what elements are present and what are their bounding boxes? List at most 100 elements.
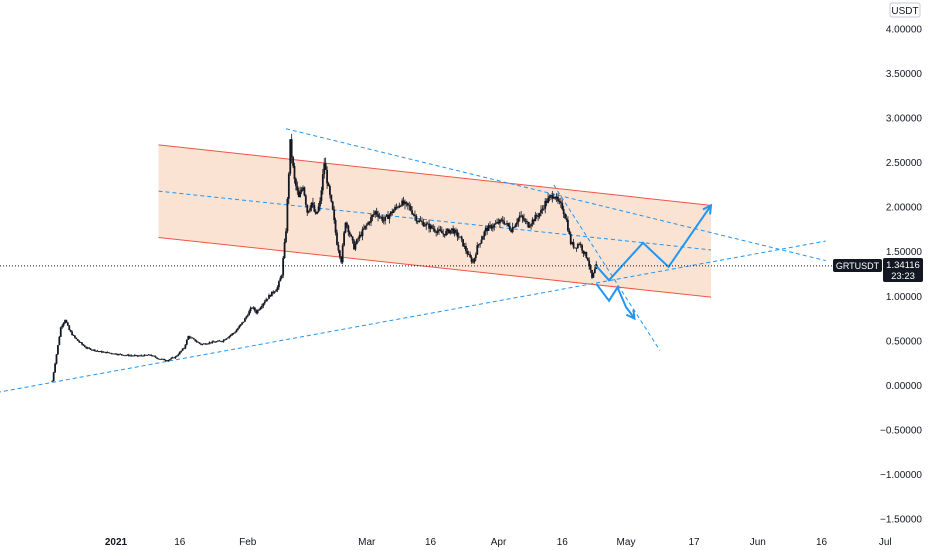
y-tick-label: 2.50000 bbox=[886, 158, 923, 169]
candle-body bbox=[399, 205, 402, 207]
y-axis: 4.00000 3.50000 3.00000 2.50000 2.00000 1.500… bbox=[880, 25, 922, 526]
candle-body bbox=[436, 231, 439, 233]
candle-body bbox=[133, 355, 136, 357]
candle-body bbox=[235, 330, 238, 333]
candle-body bbox=[65, 320, 68, 323]
candle-body bbox=[398, 205, 401, 208]
candle-body bbox=[69, 330, 72, 332]
candle-body bbox=[244, 318, 246, 322]
candle-body bbox=[558, 201, 561, 202]
candle-body bbox=[455, 229, 457, 232]
x-tick-label: 17 bbox=[688, 537, 700, 548]
candle-body bbox=[382, 220, 385, 222]
candle-body bbox=[415, 216, 418, 222]
candle-body bbox=[282, 258, 285, 276]
currency-badge: USDT bbox=[889, 2, 921, 18]
candle-body bbox=[225, 338, 228, 340]
candle-body bbox=[576, 244, 579, 249]
candle-body bbox=[119, 353, 122, 355]
x-tick-label: Jun bbox=[750, 537, 766, 548]
candle-body bbox=[578, 244, 581, 245]
candle-body bbox=[137, 355, 140, 357]
candle-body bbox=[463, 245, 466, 247]
candle-body bbox=[433, 229, 436, 232]
candle-body bbox=[557, 196, 559, 202]
candle-body bbox=[293, 166, 296, 179]
candle-body bbox=[552, 196, 555, 199]
candle-body bbox=[483, 231, 486, 237]
candle-body bbox=[272, 291, 275, 293]
candle-body bbox=[276, 287, 279, 291]
candle-body bbox=[190, 337, 192, 339]
candle-body bbox=[205, 343, 208, 345]
symbol-label: GRTUSDT bbox=[836, 261, 880, 271]
candle-body bbox=[486, 227, 489, 231]
candle-body bbox=[229, 334, 232, 337]
candle-body bbox=[214, 341, 217, 343]
projection-bearish-path-arrowhead bbox=[625, 309, 636, 321]
x-tick-label: 16 bbox=[174, 537, 186, 548]
candle-body bbox=[217, 340, 219, 342]
symbol-badge[interactable]: GRTUSDT bbox=[833, 259, 882, 272]
candle-body bbox=[262, 303, 265, 306]
candle-body bbox=[295, 178, 297, 186]
candle-body bbox=[480, 239, 483, 244]
candle-body bbox=[419, 220, 422, 222]
candle-body bbox=[439, 229, 442, 231]
candle-body bbox=[166, 360, 168, 362]
candle-body bbox=[380, 216, 382, 218]
candle-body bbox=[238, 325, 241, 329]
candle-body bbox=[185, 339, 188, 345]
candle-body bbox=[360, 234, 362, 237]
candle-body bbox=[259, 307, 262, 310]
candle-body bbox=[460, 236, 463, 240]
candle-body bbox=[228, 336, 231, 338]
candle-body bbox=[283, 241, 286, 259]
candle-body bbox=[518, 215, 521, 219]
candle-body bbox=[142, 355, 144, 357]
candle-body bbox=[326, 170, 328, 184]
last-price-badge[interactable]: 1.34116 23:23 bbox=[883, 258, 923, 282]
candle-body bbox=[571, 242, 574, 245]
candle-body bbox=[219, 340, 222, 342]
candle-body bbox=[252, 307, 255, 309]
channel-fill bbox=[158, 144, 711, 298]
candle-body bbox=[524, 220, 527, 222]
candle-body bbox=[112, 353, 115, 355]
candle-body bbox=[105, 351, 107, 354]
candle-body bbox=[176, 355, 178, 357]
candle-body bbox=[81, 342, 83, 345]
candle-body bbox=[168, 359, 171, 361]
candle-body bbox=[331, 201, 334, 210]
candle-body bbox=[143, 354, 146, 357]
candle-body bbox=[255, 310, 258, 314]
y-tick-label: −1.00000 bbox=[880, 470, 922, 481]
candle-body bbox=[482, 236, 484, 240]
candle-body bbox=[251, 307, 253, 309]
candle-body bbox=[68, 325, 71, 331]
candle-body bbox=[503, 221, 506, 225]
candle-body bbox=[496, 221, 498, 224]
candle-body bbox=[313, 205, 316, 212]
candle-body bbox=[316, 211, 319, 214]
candle-body bbox=[234, 332, 236, 334]
candle-body bbox=[113, 353, 116, 355]
candle-body bbox=[134, 355, 137, 357]
candle-body bbox=[122, 354, 124, 356]
candle-body bbox=[218, 340, 221, 342]
candle-body bbox=[265, 299, 268, 302]
candle-body bbox=[154, 356, 157, 358]
candle-body bbox=[457, 236, 460, 238]
candle-body bbox=[394, 207, 396, 211]
candle-body bbox=[579, 244, 582, 246]
candle-body bbox=[140, 355, 143, 357]
candle-body bbox=[412, 214, 415, 215]
candle-body bbox=[249, 308, 252, 312]
candle-body bbox=[521, 215, 524, 219]
candle-body bbox=[523, 218, 525, 221]
candle-body bbox=[572, 242, 575, 248]
candle-body bbox=[91, 349, 93, 351]
candle-body bbox=[473, 257, 476, 263]
candle-body bbox=[144, 354, 147, 356]
